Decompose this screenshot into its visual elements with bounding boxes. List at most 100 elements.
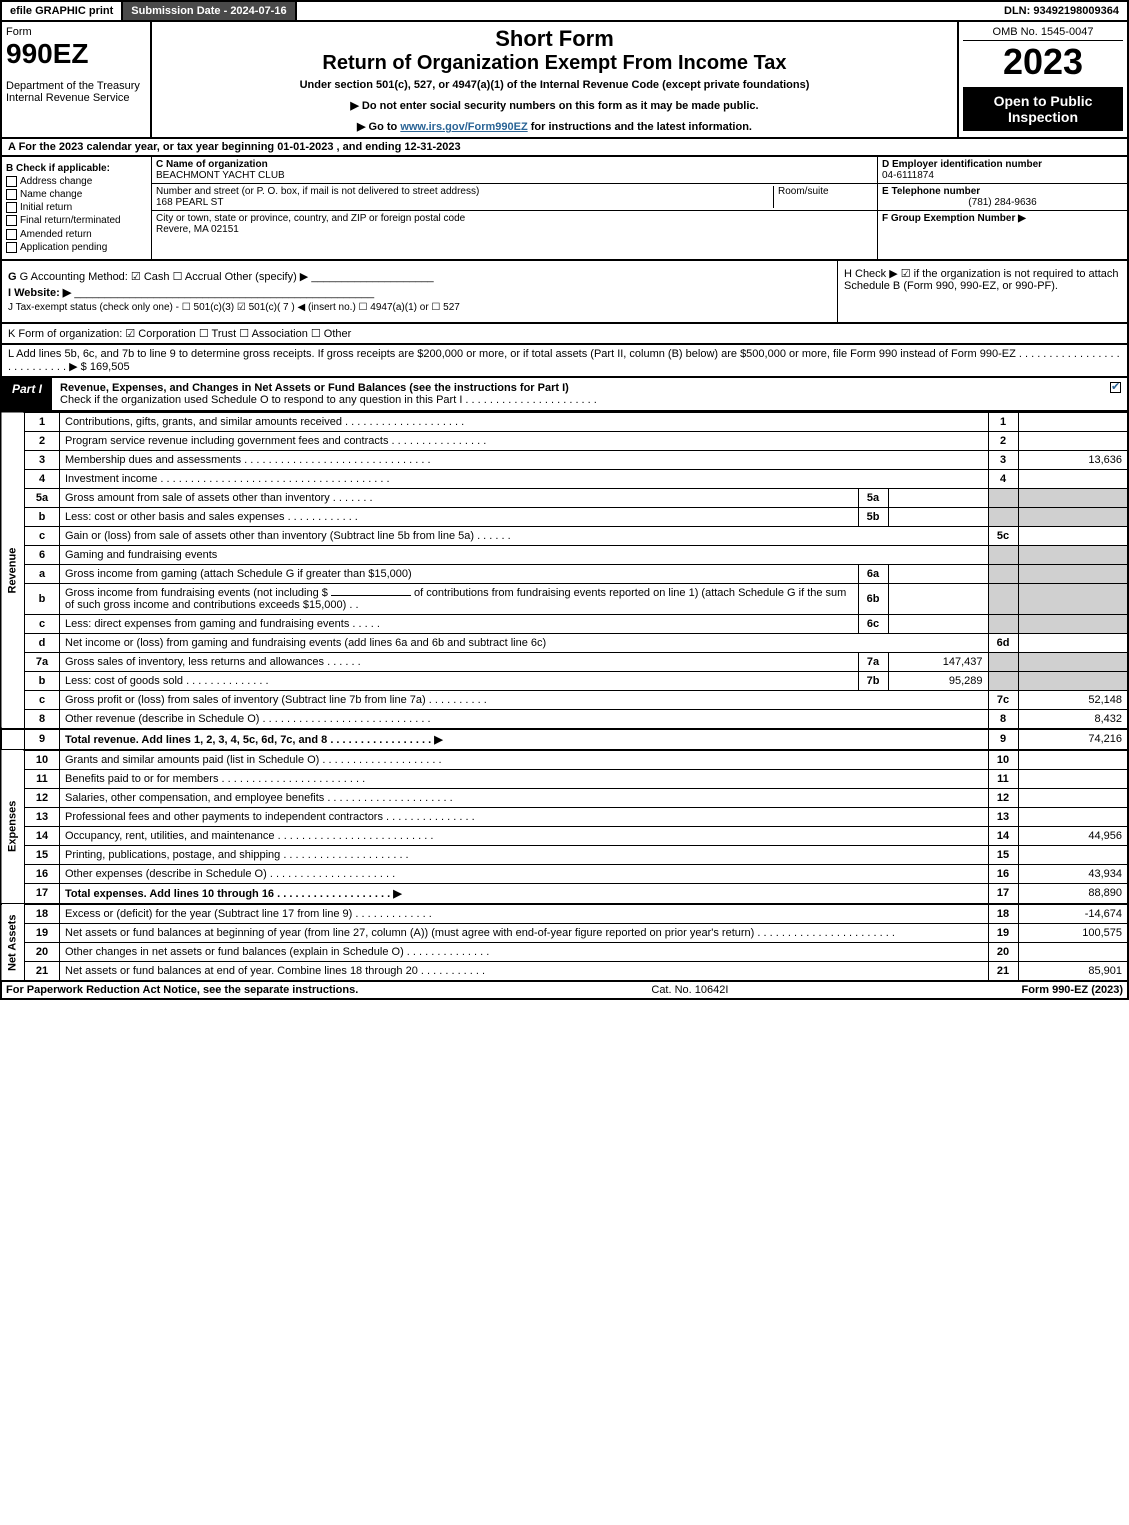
header-left: Form 990EZ Department of the Treasury In… <box>2 22 152 137</box>
part1-subtitle: Check if the organization used Schedule … <box>60 394 597 406</box>
f-label: F Group Exemption Number ▶ <box>882 213 1026 224</box>
cell-group-exemption: F Group Exemption Number ▶ <box>878 211 1127 226</box>
city-value: Revere, MA 02151 <box>156 224 239 235</box>
room-suite: Room/suite <box>773 186 873 208</box>
line-21: 21 Net assets or fund balances at end of… <box>1 961 1128 981</box>
form-label: Form <box>6 26 146 38</box>
street-label: Number and street (or P. O. box, if mail… <box>156 186 479 197</box>
vert-netassets: Net Assets <box>1 904 25 981</box>
line-4: 4 Investment income . . . . . . . . . . … <box>1 469 1128 488</box>
part1-tab: Part I <box>2 378 52 410</box>
dln-label: DLN: 93492198009364 <box>996 2 1127 20</box>
line-1: Revenue 1 Contributions, gifts, grants, … <box>1 412 1128 431</box>
line-19: 19 Net assets or fund balances at beginn… <box>1 923 1128 942</box>
vert-revenue: Revenue <box>1 412 25 729</box>
line-5b: b Less: cost or other basis and sales ex… <box>1 507 1128 526</box>
line-5a: 5a Gross amount from sale of assets othe… <box>1 488 1128 507</box>
section-bcdef: B Check if applicable: Address change Na… <box>0 157 1129 261</box>
col-c-org-info: C Name of organization BEACHMONT YACHT C… <box>152 157 877 259</box>
footer-center: Cat. No. 10642I <box>651 984 728 996</box>
line-3: 3 Membership dues and assessments . . . … <box>1 450 1128 469</box>
street-value: 168 PEARL ST <box>156 197 223 208</box>
part1-table: Revenue 1 Contributions, gifts, grants, … <box>0 412 1129 982</box>
footer-right: Form 990-EZ (2023) <box>1022 984 1123 996</box>
e-label: E Telephone number <box>882 186 980 197</box>
footer-left: For Paperwork Reduction Act Notice, see … <box>6 984 358 996</box>
col-b-checkboxes: B Check if applicable: Address change Na… <box>2 157 152 259</box>
chk-final-return[interactable]: Final return/terminated <box>6 215 147 226</box>
part1-checkbox[interactable] <box>1107 378 1127 410</box>
section-k-form-org: K Form of organization: ☑ Corporation ☐ … <box>0 324 1129 345</box>
l-text: L Add lines 5b, 6c, and 7b to line 9 to … <box>8 348 1120 373</box>
chk-address-change[interactable]: Address change <box>6 176 147 187</box>
subtitle-ssn: ▶ Do not enter social security numbers o… <box>156 99 953 112</box>
open-public-badge: Open to Public Inspection <box>963 87 1123 131</box>
line-12: 12 Salaries, other compensation, and emp… <box>1 788 1128 807</box>
cell-org-name: C Name of organization BEACHMONT YACHT C… <box>152 157 877 184</box>
line-6a: a Gross income from gaming (attach Sched… <box>1 564 1128 583</box>
vert-expenses: Expenses <box>1 750 25 904</box>
footer: For Paperwork Reduction Act Notice, see … <box>0 982 1129 1000</box>
b-label: B Check if applicable: <box>6 163 147 174</box>
chk-amended-return[interactable]: Amended return <box>6 229 147 240</box>
chk-initial-return[interactable]: Initial return <box>6 202 147 213</box>
section-ghij: G G Accounting Method: ☑ Cash ☐ Accrual … <box>0 261 1129 324</box>
chk-name-change[interactable]: Name change <box>6 189 147 200</box>
cell-ein: D Employer identification number 04-6111… <box>878 157 1127 184</box>
title-return: Return of Organization Exempt From Incom… <box>156 52 953 75</box>
part1-title: Revenue, Expenses, and Changes in Net As… <box>52 378 1107 410</box>
line-6b: b Gross income from fundraising events (… <box>1 583 1128 614</box>
irs-label: Internal Revenue Service <box>6 92 146 104</box>
line-7a: 7a Gross sales of inventory, less return… <box>1 652 1128 671</box>
subtitle-section: Under section 501(c), 527, or 4947(a)(1)… <box>156 79 953 91</box>
subtitle-goto: ▶ Go to www.irs.gov/Form990EZ for instru… <box>156 120 953 133</box>
line-10: Expenses 10 Grants and similar amounts p… <box>1 750 1128 770</box>
line-6c: c Less: direct expenses from gaming and … <box>1 614 1128 633</box>
l-amount: 169,505 <box>90 361 130 373</box>
line-15: 15 Printing, publications, postage, and … <box>1 845 1128 864</box>
h-schedule-b: H Check ▶ ☑ if the organization is not r… <box>837 261 1127 322</box>
line-11: 11 Benefits paid to or for members . . .… <box>1 769 1128 788</box>
tax-year: 2023 <box>963 41 1123 83</box>
form-name: 990EZ <box>6 38 146 70</box>
city-label: City or town, state or province, country… <box>156 213 465 224</box>
line-7c: c Gross profit or (loss) from sales of i… <box>1 690 1128 709</box>
efile-print-button[interactable]: efile GRAPHIC print <box>2 2 123 20</box>
j-tax-exempt: J Tax-exempt status (check only one) - ☐… <box>8 302 831 313</box>
dept-treasury: Department of the Treasury <box>6 80 146 92</box>
line-17: 17 Total expenses. Add lines 10 through … <box>1 883 1128 904</box>
line-16: 16 Other expenses (describe in Schedule … <box>1 864 1128 883</box>
line-5c: c Gain or (loss) from sale of assets oth… <box>1 526 1128 545</box>
line-6: 6 Gaming and fundraising events <box>1 545 1128 564</box>
header-right: OMB No. 1545-0047 2023 Open to Public In… <box>957 22 1127 137</box>
line-14: 14 Occupancy, rent, utilities, and maint… <box>1 826 1128 845</box>
omb-number: OMB No. 1545-0047 <box>963 26 1123 41</box>
line-13: 13 Professional fees and other payments … <box>1 807 1128 826</box>
irs-link[interactable]: www.irs.gov/Form990EZ <box>400 121 527 133</box>
cell-street: Number and street (or P. O. box, if mail… <box>152 184 877 211</box>
submission-date-button[interactable]: Submission Date - 2024-07-16 <box>123 2 296 20</box>
line-6d: d Net income or (loss) from gaming and f… <box>1 633 1128 652</box>
line-8: 8 Other revenue (describe in Schedule O)… <box>1 709 1128 729</box>
top-bar: efile GRAPHIC print Submission Date - 20… <box>0 0 1129 22</box>
row-a-calendar-year: A For the 2023 calendar year, or tax yea… <box>0 139 1129 157</box>
section-l-gross-receipts: L Add lines 5b, 6c, and 7b to line 9 to … <box>0 345 1129 378</box>
d-label: D Employer identification number <box>882 159 1042 170</box>
col-d-ein-phone: D Employer identification number 04-6111… <box>877 157 1127 259</box>
goto-post: for instructions and the latest informat… <box>528 121 752 133</box>
line-7b: b Less: cost of goods sold . . . . . . .… <box>1 671 1128 690</box>
goto-pre: ▶ Go to <box>357 121 400 133</box>
ghij-left: G G Accounting Method: ☑ Cash ☐ Accrual … <box>2 261 837 322</box>
ein-value: 04-6111874 <box>882 170 934 181</box>
line-2: 2 Program service revenue including gove… <box>1 431 1128 450</box>
line-20: 20 Other changes in net assets or fund b… <box>1 942 1128 961</box>
chk-application-pending[interactable]: Application pending <box>6 242 147 253</box>
line-18: Net Assets 18 Excess or (deficit) for th… <box>1 904 1128 924</box>
title-short-form: Short Form <box>156 26 953 52</box>
header-center: Short Form Return of Organization Exempt… <box>152 22 957 137</box>
cell-city: City or town, state or province, country… <box>152 211 877 237</box>
i-website: I Website: ▶ ___________________________… <box>8 286 831 299</box>
g-accounting: G G Accounting Method: ☑ Cash ☐ Accrual … <box>8 270 831 283</box>
org-name: BEACHMONT YACHT CLUB <box>156 170 285 181</box>
cell-phone: E Telephone number (781) 284-9636 <box>878 184 1127 211</box>
